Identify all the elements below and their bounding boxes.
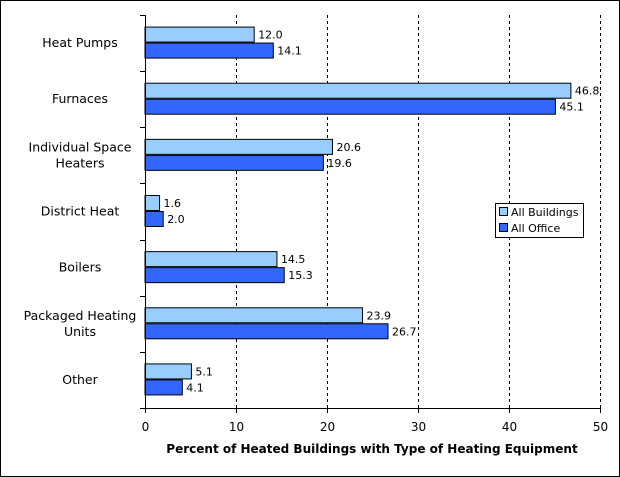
data-label: 20.6 (336, 141, 361, 154)
legend-label: All Buildings (511, 206, 579, 219)
x-tick-label: 20 (320, 420, 335, 434)
legend-swatch (499, 223, 508, 232)
bar (144, 363, 192, 380)
x-axis-title: Percent of Heated Buildings with Type of… (166, 442, 578, 456)
bar (144, 211, 164, 227)
labels: 12.0 14.1 Heat Pumps 46.8 45.1 Furnaces 20.6 19… (24, 29, 600, 395)
category-label: Units (64, 324, 96, 339)
data-label: 12.0 (258, 29, 283, 42)
category-label: District Heat (41, 204, 120, 219)
data-label: 5.1 (195, 365, 213, 378)
category-label: Heat Pumps (42, 35, 118, 50)
bar (144, 138, 333, 155)
category-label: Other (62, 372, 98, 387)
category-label: Boilers (59, 260, 102, 275)
bar (144, 251, 278, 268)
bar (144, 379, 183, 396)
data-label: 15.3 (288, 269, 313, 282)
x-tick-label: 40 (502, 420, 517, 434)
data-label: 1.6 (164, 197, 182, 210)
bar (144, 323, 389, 340)
bar (144, 26, 255, 43)
data-label: 19.6 (327, 157, 352, 170)
bar (144, 307, 363, 324)
bar (144, 98, 556, 115)
bar (144, 82, 572, 99)
x-tick-label: 0 (142, 420, 150, 434)
category-label: Individual Space (29, 139, 132, 154)
data-label: 23.9 (366, 309, 391, 322)
category-label: Heaters (56, 155, 105, 170)
data-label: 45.1 (559, 101, 584, 114)
x-tick-label: 50 (593, 420, 608, 434)
category-label: Furnaces (52, 91, 108, 106)
bar (144, 154, 324, 171)
bar (144, 267, 285, 284)
data-label: 14.5 (281, 253, 306, 266)
legend-label: All Office (511, 222, 560, 235)
bar (144, 42, 274, 59)
legend: All Buildings All Office (495, 203, 584, 238)
data-label: 4.1 (186, 381, 204, 394)
data-label: 46.8 (575, 85, 600, 98)
legend-box (495, 203, 584, 238)
bars (144, 26, 572, 396)
axes: 0 10 20 30 40 50 (140, 15, 608, 434)
x-tick-label: 10 (229, 420, 244, 434)
data-label: 26.7 (392, 325, 417, 338)
category-label: Packaged Heating (24, 308, 137, 323)
data-label: 14.1 (277, 45, 302, 58)
x-tick-label: 30 (411, 420, 426, 434)
legend-swatch (499, 207, 508, 216)
bar (144, 195, 161, 211)
data-label: 2.0 (167, 213, 185, 226)
